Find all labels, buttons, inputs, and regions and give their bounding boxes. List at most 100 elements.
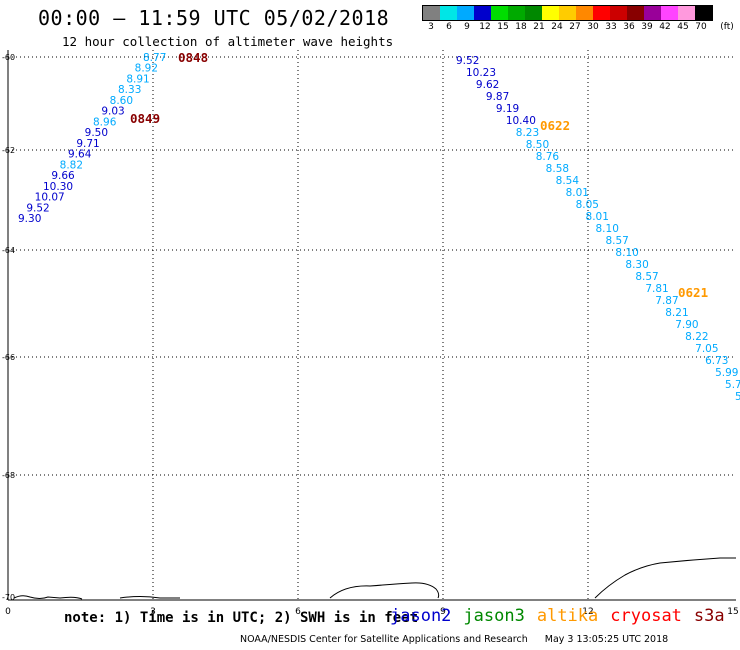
legend-swatch [576,6,593,20]
units-note: note: 1) Time is in UTC; 2) SWH is in fe… [64,610,419,626]
y-tick-label: -68 [2,471,15,480]
wave-height-value: 8.54 [556,175,580,187]
wave-height-value: 5.7 [725,379,740,391]
legend-label: 39 [641,22,653,32]
legend-label: 6 [446,22,452,32]
legend-swatch [457,6,474,20]
wave-height-value: 9.87 [486,91,509,103]
wave-height-value: 8.92 [135,63,158,75]
wave-height-value: 8.30 [625,259,648,271]
wave-height-value: 8.33 [118,84,141,96]
legend-label: 45 [677,22,689,32]
wave-height-value: 8.60 [110,95,133,107]
coastline [329,582,440,599]
legend-label: 15 [497,22,509,32]
legend-label: 12 [479,22,491,32]
page-title: 00:00 – 11:59 UTC 05/02/2018 [38,6,390,30]
legend-label: 9 [464,22,470,32]
legend-swatch [440,6,457,20]
wave-height-value: 9.66 [51,170,75,182]
wave-height-value: 9.64 [68,149,92,161]
wave-height-value: 8.57 [635,271,658,283]
legend-swatch [678,6,695,20]
legend-swatch [474,6,491,20]
legend-swatch [525,6,542,20]
wave-height-value: 9.50 [85,127,108,139]
wave-height-value: 10.07 [35,192,65,204]
legend-swatch [559,6,576,20]
legend-label: 27 [569,22,581,32]
wave-height-value: 7.05 [695,343,718,355]
wave-height-value: 8.58 [546,163,569,175]
legend-swatch [593,6,610,20]
legend-label: 33 [605,22,617,32]
wave-height-value: 10.30 [43,181,73,193]
legend-label: 3 [428,22,434,32]
satellite-s3a-label: s3a [693,606,725,626]
timestamp-text: May 3 13:05:25 UTC 2018 [544,634,669,645]
x-tick-label: 12 [582,607,593,617]
footer: NOAA/NESDIS Center for Satellite Applica… [240,634,668,645]
wave-height-value: 5 [735,391,740,403]
wave-height-value: 9.52 [456,55,479,67]
wave-height-value: 8.22 [685,331,708,343]
color-scale-labels: 3 6 9 12 15 18 21 24 27 30 33 36 39 42 45 70 (ft) [422,22,740,34]
satellite-jason3-label: jason3 [463,606,525,626]
page-subtitle: 12 hour collection of altimeter wave hei… [62,34,394,49]
wave-height-value: 7.81 [645,283,668,295]
wave-height-value: 9.71 [76,138,99,150]
legend-label: (ft) [720,22,734,32]
credit-text: NOAA/NESDIS Center for Satellite Applica… [240,634,528,645]
wave-height-value: 8.10 [596,223,619,235]
wave-height-value: 8.50 [526,139,549,151]
wave-height-value: 5.99 [715,367,738,379]
wave-height-value: 8.82 [60,159,83,171]
wave-height-value: 10.23 [466,67,496,79]
wave-height-value: 9.62 [476,79,499,91]
satellite-jason2-label: jason2 [390,606,452,626]
x-tick-label: 0 [5,607,11,617]
legend-swatch [610,6,627,20]
legend-label: 36 [623,22,635,32]
x-tick-label: 15 [727,607,738,617]
pass-time-label: 0848 [178,50,208,65]
coastline [119,596,180,599]
wave-height-value: 8.21 [665,307,688,319]
wave-height-value: 8.57 [605,235,628,247]
legend-label: 24 [551,22,563,32]
legend-label: 18 [515,22,527,32]
legend-swatch [661,6,678,20]
pass-time-label: 0621 [678,285,708,300]
wave-height-value: 8.10 [615,247,638,259]
legend-label: 42 [659,22,671,32]
wave-height-value: 9.19 [496,103,519,115]
wave-height-value: 8.05 [576,199,599,211]
legend-swatch [542,6,559,20]
satellite-altika-label: altika [536,606,599,626]
wave-height-value: 8.01 [566,187,589,199]
pass-time-label: 0849 [130,111,160,126]
legend-swatch [491,6,508,20]
wave-height-value: 6.73 [705,355,728,367]
x-tick-label: 9 [440,607,446,617]
wave-height-value: 8.77 [143,52,166,64]
satellite-legend: jason2 jason3 altika cryosat s3a [390,606,737,626]
y-tick-label: -60 [2,53,15,62]
pass-time-label: 0622 [540,118,570,133]
coastline [594,557,736,599]
x-tick-label: 6 [295,607,301,617]
wave-height-value: 7.87 [655,295,678,307]
satellite-cryosat-label: cryosat [610,606,682,626]
x-tick-label: 3 [150,607,156,617]
wave-height-value: 8.23 [516,127,539,139]
wave-height-value: 10.40 [506,115,536,127]
legend-swatch [695,6,712,20]
wave-height-value: 7.90 [675,319,698,331]
legend-label: 21 [533,22,545,32]
color-scale-legend [422,5,713,21]
legend-swatch [644,6,661,20]
legend-swatch [627,6,644,20]
wave-height-value: 8.91 [126,73,149,85]
wave-height-value: 8.76 [536,151,560,163]
